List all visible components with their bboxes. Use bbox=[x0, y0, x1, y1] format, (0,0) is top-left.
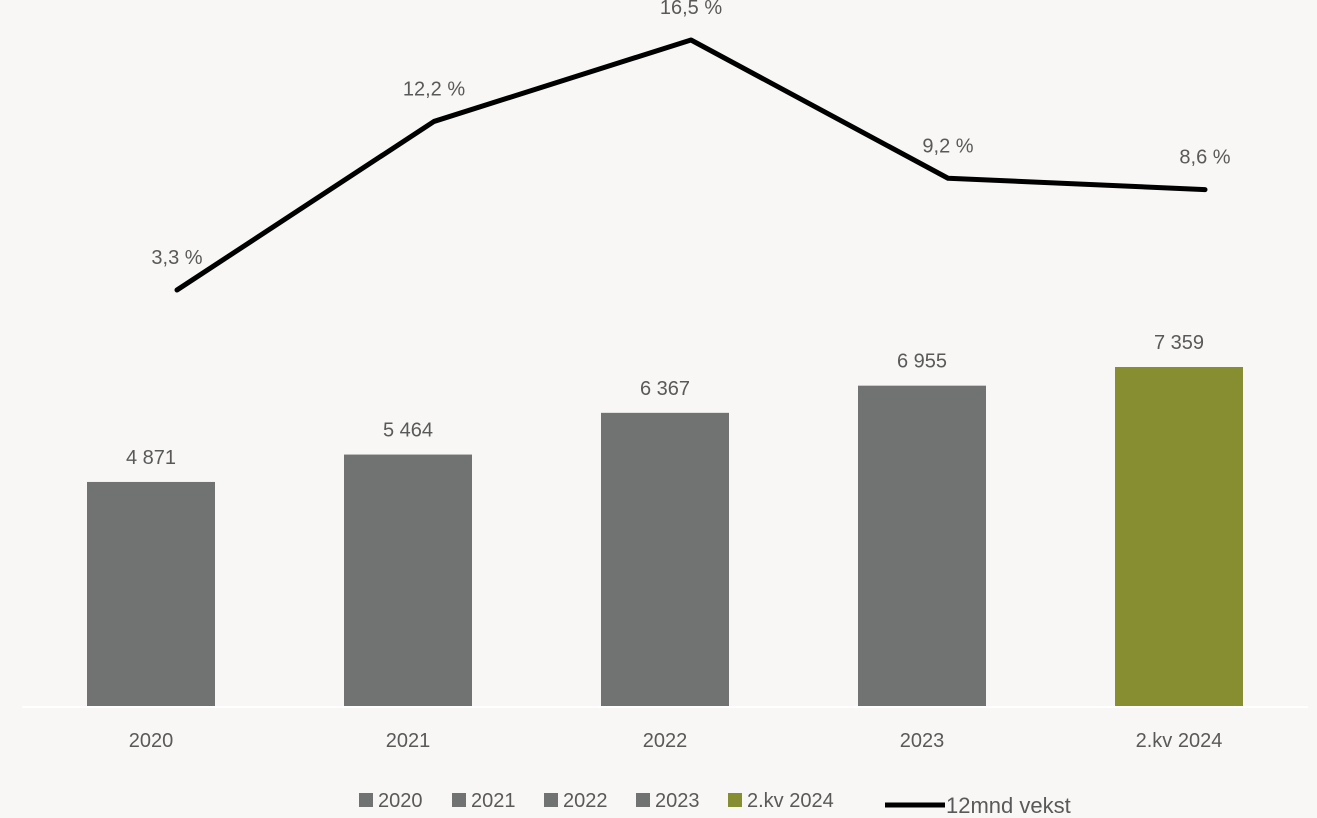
bar-value-label: 5 464 bbox=[383, 420, 433, 442]
x-tick-label: 2020 bbox=[129, 730, 174, 752]
legend-label: 2022 bbox=[563, 790, 608, 812]
bar-value-label: 7 359 bbox=[1154, 332, 1204, 354]
x-tick-label: 2021 bbox=[386, 730, 431, 752]
legend-swatch bbox=[359, 793, 373, 807]
legend-swatch bbox=[728, 793, 742, 807]
line-value-label: 16,5 % bbox=[660, 0, 722, 19]
bar-4 bbox=[858, 385, 986, 707]
growth-line bbox=[174, 37, 1208, 293]
bar-value-label: 6 955 bbox=[897, 351, 947, 373]
legend-label: 2020 bbox=[378, 790, 423, 812]
line-value-label: 12,2 % bbox=[403, 78, 465, 100]
line-point bbox=[176, 289, 178, 291]
bar-5 bbox=[1115, 367, 1243, 707]
labels-layer: 4 871 2020 5 464 2021 6 367 2022 6 955 2023 7 35… bbox=[126, 0, 1231, 752]
legend-swatch bbox=[452, 793, 466, 807]
bars-layer bbox=[87, 367, 1243, 707]
line-point bbox=[690, 39, 692, 41]
legend-label: 2021 bbox=[471, 790, 516, 812]
line-point bbox=[433, 120, 435, 122]
legend-swatch bbox=[544, 793, 558, 807]
legend-label: 2023 bbox=[655, 790, 700, 812]
x-tick-label: 2023 bbox=[900, 730, 945, 752]
line-value-label: 9,2 % bbox=[922, 135, 973, 157]
legend-label: 12mnd vekst bbox=[946, 793, 1071, 818]
legend: 2020 2021 2022 2023 2.kv 2024 12mnd vekst bbox=[359, 790, 1071, 818]
bar-1 bbox=[87, 481, 215, 707]
line-point bbox=[947, 177, 949, 179]
line-layer bbox=[174, 37, 1208, 293]
legend-swatch bbox=[636, 793, 650, 807]
x-tick-label: 2.kv 2024 bbox=[1136, 730, 1223, 752]
x-tick-label: 2022 bbox=[643, 730, 688, 752]
bar-3 bbox=[601, 412, 729, 707]
legend-label: 2.kv 2024 bbox=[747, 790, 834, 812]
line-value-label: 8,6 % bbox=[1179, 147, 1230, 169]
bar-value-label: 4 871 bbox=[126, 447, 176, 469]
line-point bbox=[1204, 189, 1206, 191]
line-value-label: 3,3 % bbox=[151, 247, 202, 269]
bar-value-label: 6 367 bbox=[640, 378, 690, 400]
bar-2 bbox=[344, 454, 472, 707]
